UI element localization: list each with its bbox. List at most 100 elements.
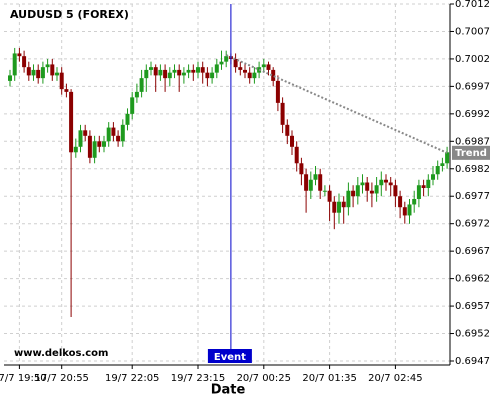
trend-label: Trend (455, 148, 487, 159)
candle-body (200, 67, 205, 73)
candle-body (45, 64, 50, 68)
x-axis-label: Date (211, 383, 246, 398)
candle-body (120, 124, 125, 142)
candle-body (402, 207, 407, 216)
candle-body (55, 72, 59, 76)
candle-body (116, 135, 121, 142)
candle-body (275, 80, 280, 103)
y-tick-label: 0.6977 (455, 191, 490, 202)
event-label-box (207, 349, 252, 363)
candle-body (97, 141, 102, 147)
candle-body (181, 72, 186, 76)
candle-body (111, 127, 116, 136)
candle-body (398, 196, 403, 208)
y-tick-label: 0.6957 (455, 301, 490, 312)
candle-body (233, 58, 238, 68)
x-tick-label: 19/7 22:05 (105, 373, 159, 384)
candle-body (191, 69, 196, 73)
candle-body (64, 89, 69, 92)
candle-body (299, 163, 304, 175)
candle-body (332, 201, 337, 213)
candle-body (416, 185, 421, 199)
candle-body (445, 152, 450, 164)
candle-body (158, 69, 163, 76)
candle-body (384, 179, 388, 183)
x-tick-label: 17/7 20:55 (34, 373, 88, 384)
candle-body (271, 69, 276, 81)
candle-body (205, 72, 210, 79)
candle-body (421, 185, 426, 188)
y-tick-label: 0.6997 (455, 81, 490, 92)
candle-body (426, 179, 431, 188)
watermark: www.delkos.com (14, 348, 108, 359)
x-tick-label: 17/7 19:50 (0, 373, 47, 384)
candle-body (238, 67, 243, 70)
candle-body (318, 174, 323, 191)
candle-body (69, 91, 74, 153)
candle-body (304, 174, 309, 191)
candle-body (214, 64, 219, 73)
candle-body (31, 69, 36, 76)
y-tick-label: 0.7002 (455, 54, 490, 65)
candle-body (210, 72, 215, 79)
candle-body (280, 102, 285, 125)
candle-body (322, 190, 327, 192)
trend-label-box (452, 145, 490, 160)
candle-body (327, 190, 332, 202)
candle-body (78, 130, 83, 147)
candle-body (26, 67, 31, 76)
y-tick-label: 0.6952 (455, 329, 490, 340)
y-tick-label: 0.6967 (455, 246, 490, 257)
candle-body (83, 130, 88, 136)
candle-body (196, 67, 200, 73)
candle-body (50, 64, 55, 76)
candle-body (22, 56, 27, 68)
candle-body (177, 69, 182, 76)
candle-body (17, 53, 22, 57)
candle-body (106, 127, 111, 142)
candle-body (435, 166, 440, 175)
candle-body (407, 204, 412, 216)
x-tick-label: 20/7 02:45 (368, 373, 422, 384)
candle-body (388, 182, 393, 186)
candle-body (125, 113, 130, 125)
candle-body (431, 174, 435, 180)
candle-body (163, 69, 168, 79)
y-tick-label: 0.6982 (455, 164, 490, 175)
event-label: Event (214, 352, 246, 363)
candle-body (40, 67, 45, 79)
candle-body (266, 64, 271, 70)
candle-body (351, 190, 356, 197)
trend-line (225, 54, 448, 154)
candle-body (167, 72, 172, 79)
candle-body (36, 69, 41, 79)
candle-body (337, 201, 341, 213)
candle-body (313, 174, 318, 180)
x-tick-label: 20/7 01:35 (302, 373, 356, 384)
y-tick-label: 0.6962 (455, 274, 490, 285)
candle-body (186, 69, 191, 73)
candle-body (346, 190, 351, 208)
candle-body (172, 69, 177, 73)
y-tick-label: 0.7012 (455, 0, 490, 10)
candle-body (412, 198, 417, 205)
candle-body (374, 185, 379, 194)
candle-body (440, 163, 445, 167)
candle-body (149, 67, 153, 70)
y-tick-label: 0.6972 (455, 219, 490, 230)
candle-body (379, 179, 384, 186)
candle-body (12, 53, 17, 76)
chart-title: AUDUSD 5 (FOREX) (10, 8, 129, 21)
candle-body (360, 182, 365, 186)
candle-body (243, 69, 247, 73)
x-tick-label: 19/7 23:15 (171, 373, 225, 384)
candle-body (59, 72, 64, 90)
candle-body (365, 182, 370, 191)
candle-body (355, 185, 360, 197)
candle-body (224, 56, 229, 62)
candle-body (144, 69, 149, 79)
candle-body (247, 72, 252, 79)
candle-body (261, 64, 266, 68)
